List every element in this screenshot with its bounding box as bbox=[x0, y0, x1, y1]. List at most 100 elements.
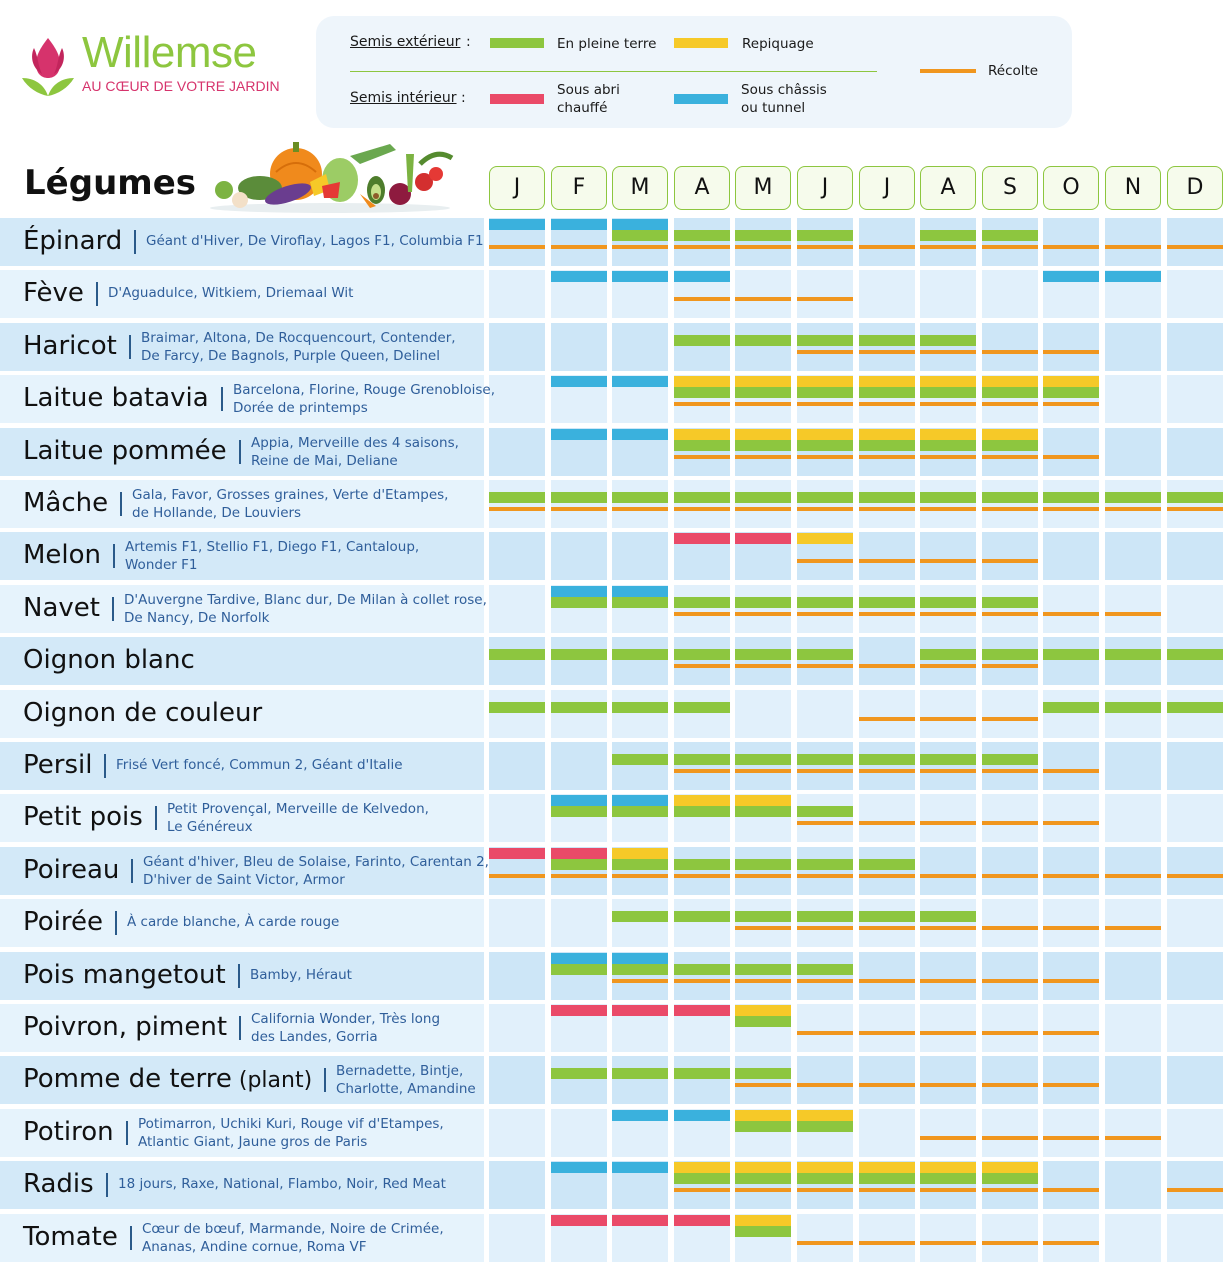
vegetable-name-suffix: (plant) bbox=[231, 1068, 313, 1093]
month-cell bbox=[735, 585, 791, 633]
vegetable-row bbox=[0, 1214, 484, 1262]
month-cell bbox=[920, 794, 976, 842]
recolte-line bbox=[920, 1188, 976, 1192]
month-cell bbox=[797, 794, 853, 842]
month-cell bbox=[1167, 1004, 1223, 1052]
month-cell bbox=[551, 742, 607, 790]
vegetable-separator bbox=[113, 544, 115, 568]
pleine-terre-bar bbox=[612, 649, 668, 660]
abri-chauffe-bar bbox=[551, 848, 607, 859]
variety-line: Potimarron, Uchiki Kuri, Rouge vif d'Eta… bbox=[138, 1116, 444, 1132]
recolte-line bbox=[920, 245, 976, 249]
repiquage-bar bbox=[859, 429, 915, 440]
recolte-line bbox=[920, 926, 976, 930]
recolte-line bbox=[920, 402, 976, 406]
month-cell bbox=[1105, 218, 1161, 266]
pleine-terre-bar bbox=[859, 597, 915, 608]
vegetable-separator bbox=[134, 230, 136, 254]
recolte-line bbox=[1043, 1083, 1099, 1087]
vegetable-row bbox=[0, 742, 484, 790]
recolte-line bbox=[859, 1083, 915, 1087]
repiquage-bar bbox=[674, 429, 730, 440]
recolte-line bbox=[797, 769, 853, 773]
pleine-terre-bar bbox=[612, 911, 668, 922]
variety-line: De Nancy, De Norfolk bbox=[124, 610, 270, 626]
vegetable-varieties: Gala, Favor, Grosses graines, Verte d'Et… bbox=[132, 486, 448, 522]
repiquage-bar bbox=[859, 1162, 915, 1173]
month-cell bbox=[920, 270, 976, 318]
recolte-line bbox=[1043, 402, 1099, 406]
pleine-terre-bar bbox=[551, 806, 607, 817]
variety-line: Bernadette, Bintje, bbox=[336, 1063, 464, 1079]
pleine-terre-bar bbox=[982, 649, 1038, 660]
legend-chassis-2: ou tunnel bbox=[741, 100, 806, 116]
vegetable-name: Haricot bbox=[23, 331, 117, 361]
variety-line: Le Généreux bbox=[167, 819, 253, 835]
month-cell bbox=[797, 480, 853, 528]
recolte-line bbox=[797, 455, 853, 459]
month-cell bbox=[674, 218, 730, 266]
variety-line: des Landes, Gorria bbox=[251, 1029, 378, 1045]
chassis-bar bbox=[612, 795, 668, 806]
month-cell bbox=[551, 1056, 607, 1104]
pleine-terre-bar bbox=[1167, 702, 1223, 713]
month-cell bbox=[982, 480, 1038, 528]
pleine-terre-bar bbox=[735, 335, 791, 346]
month-cell bbox=[489, 480, 545, 528]
variety-line: Appia, Merveille des 4 saisons, bbox=[251, 435, 459, 451]
legend-semis-exterieur: Semis extérieur bbox=[350, 34, 461, 50]
repiquage-bar bbox=[859, 376, 915, 387]
recolte-line bbox=[551, 245, 607, 249]
month-cell bbox=[797, 952, 853, 1000]
variety-line: Ananas, Andine cornue, Roma VF bbox=[142, 1239, 367, 1255]
recolte-line bbox=[735, 769, 791, 773]
tulip-icon bbox=[22, 38, 74, 96]
abri-chauffe-bar bbox=[612, 1005, 668, 1016]
month-cell bbox=[920, 1214, 976, 1262]
pleine-terre-bar bbox=[797, 859, 853, 870]
recolte-line bbox=[920, 1031, 976, 1035]
pleine-terre-bar bbox=[797, 387, 853, 398]
month-cell bbox=[489, 270, 545, 318]
recolte-line bbox=[920, 455, 976, 459]
pleine-terre-bar bbox=[920, 230, 976, 241]
vegetable-row bbox=[0, 1109, 484, 1157]
month-cell bbox=[1167, 1056, 1223, 1104]
chassis-bar bbox=[612, 586, 668, 597]
recolte-line bbox=[1043, 612, 1099, 616]
recolte-line bbox=[920, 717, 976, 721]
recolte-line bbox=[674, 297, 730, 301]
month-cell bbox=[859, 270, 915, 318]
month-cell bbox=[735, 952, 791, 1000]
month-cell bbox=[674, 847, 730, 895]
variety-line: Wonder F1 bbox=[125, 557, 198, 573]
vegetable-name: Laitue pommée bbox=[23, 436, 227, 466]
month-cell bbox=[551, 480, 607, 528]
month-cell bbox=[1167, 1214, 1223, 1262]
month-cell bbox=[797, 218, 853, 266]
pleine-terre-bar bbox=[859, 859, 915, 870]
repiquage-bar bbox=[735, 1110, 791, 1121]
month-cell bbox=[735, 742, 791, 790]
month-cell bbox=[797, 323, 853, 371]
pleine-terre-bar bbox=[735, 387, 791, 398]
repiquage-bar bbox=[797, 1110, 853, 1121]
pleine-terre-bar bbox=[1105, 649, 1161, 660]
recolte-line bbox=[797, 664, 853, 668]
vegetables-illustration bbox=[210, 142, 454, 213]
month-cell bbox=[1167, 375, 1223, 423]
month-cell bbox=[859, 1056, 915, 1104]
month-cell bbox=[612, 532, 668, 580]
month-cell bbox=[612, 742, 668, 790]
month-cell bbox=[674, 637, 730, 685]
recolte-line bbox=[859, 821, 915, 825]
pleine-terre-bar bbox=[735, 1173, 791, 1184]
month-cell bbox=[1105, 690, 1161, 738]
abri-chauffe-bar bbox=[674, 533, 730, 544]
vegetable-row bbox=[0, 847, 484, 895]
chassis-bar bbox=[674, 271, 730, 282]
month-cell bbox=[1043, 690, 1099, 738]
month-cell bbox=[920, 585, 976, 633]
variety-line: Frisé Vert foncé, Commun 2, Géant d'Ital… bbox=[116, 757, 403, 773]
brand-logo: Willemse AU CŒUR DE VOTRE JARDIN bbox=[20, 28, 300, 100]
